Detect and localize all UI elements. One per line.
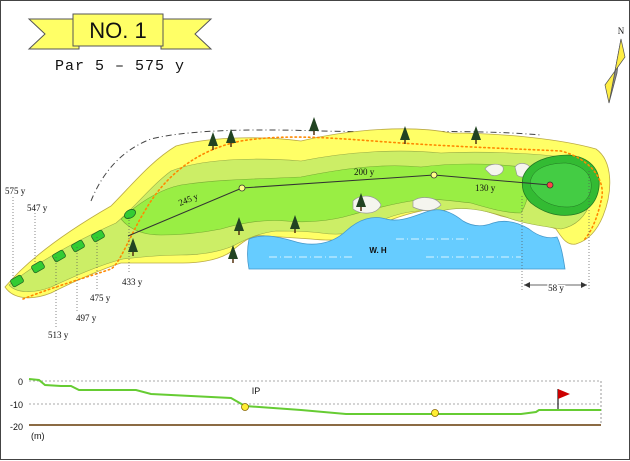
tee-leaders xyxy=(12,197,130,327)
tee-boxes xyxy=(10,209,136,288)
y-tick-minus-10: -10 xyxy=(10,400,23,410)
hole-banner: NO. 1 xyxy=(27,13,213,50)
tee-box-513 xyxy=(52,249,66,263)
elevation-line xyxy=(28,378,601,415)
tee-box-475 xyxy=(91,229,105,243)
par-yardage-label: Par 5 – 575 y xyxy=(55,58,185,75)
ip-marker xyxy=(238,184,246,192)
tee-yardage-475: 475 y xyxy=(90,293,111,303)
water-hazard-label: W. H xyxy=(369,246,387,255)
distance-label-200: 200 y xyxy=(354,167,375,177)
distance-label-130: 130 y xyxy=(475,183,496,193)
tee-yardage-547: 547 y xyxy=(27,203,48,213)
green-depth-label: 58 y xyxy=(548,283,564,293)
landing-zone-area xyxy=(120,163,529,236)
ip-label: IP xyxy=(252,386,261,396)
ip-marker xyxy=(431,409,439,417)
tree-icon xyxy=(308,116,320,136)
tee-box-547 xyxy=(31,260,45,274)
unit-label: (m) xyxy=(31,431,45,441)
tee-yardage-497: 497 y xyxy=(76,313,97,323)
y-tick-minus-20: -20 xyxy=(10,422,23,432)
green-depth-indicator: 58 y xyxy=(521,171,590,295)
play-route xyxy=(22,136,603,300)
pin-icon xyxy=(546,181,554,189)
tee-box-497 xyxy=(71,239,85,253)
shot-line xyxy=(127,171,554,237)
ip-marker xyxy=(241,403,249,411)
flag-icon xyxy=(557,389,570,409)
ob-line xyxy=(90,129,542,202)
tee-yardage-433: 433 y xyxy=(122,277,143,287)
tee-yardage-513: 513 y xyxy=(48,330,69,340)
tee-box-575 xyxy=(10,274,24,288)
tee-yardage-575: 575 y xyxy=(5,186,26,196)
compass-north-label: N xyxy=(618,26,625,36)
hole-number-label: NO. 1 xyxy=(89,18,146,43)
y-tick-0: 0 xyxy=(18,377,23,387)
ip-marker xyxy=(430,171,438,179)
green-area xyxy=(521,154,600,216)
tee-box-433 xyxy=(124,209,136,219)
water-hazard: W. H xyxy=(247,209,566,270)
compass-icon: N xyxy=(604,26,626,104)
elevation-profile: IP 0 -10 -20 (m) xyxy=(10,377,602,441)
